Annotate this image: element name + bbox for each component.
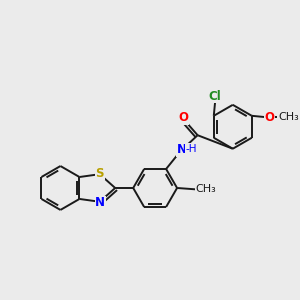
Text: O: O (265, 111, 275, 124)
Text: Cl: Cl (209, 90, 222, 103)
Text: CH₃: CH₃ (195, 184, 216, 194)
Text: CH₃: CH₃ (278, 112, 299, 122)
Text: N: N (95, 196, 105, 209)
Text: -H: -H (185, 144, 196, 154)
Text: S: S (95, 167, 104, 180)
Text: N: N (177, 143, 187, 156)
Text: O: O (178, 111, 188, 124)
